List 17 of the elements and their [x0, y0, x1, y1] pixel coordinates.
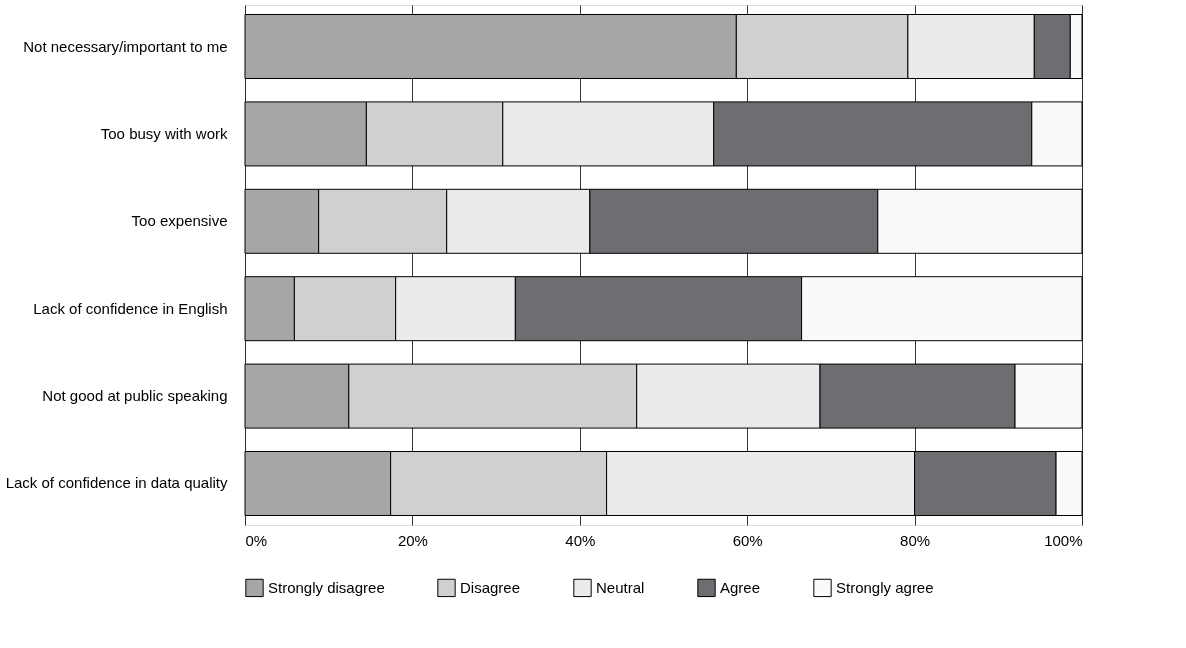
legend-label: Strongly agree [836, 578, 934, 596]
y-tick-label: Too busy with work [100, 124, 228, 142]
y-tick-label: Lack of confidence in English [33, 299, 228, 317]
legend-label: Strongly disagree [268, 578, 385, 596]
y-tick-label: Too expensive [131, 212, 228, 230]
legend-label: Agree [720, 578, 761, 596]
legend-label: Neutral [596, 578, 645, 596]
y-tick-label: Lack of confidence in data quality [5, 474, 228, 492]
x-tick-label: 0% [245, 531, 268, 549]
x-tick-label: 100% [1044, 531, 1083, 549]
legend-label: Disagree [460, 578, 521, 596]
x-tick-label: 80% [900, 531, 931, 549]
x-tick-label: 40% [565, 531, 596, 549]
x-tick-label: 60% [732, 531, 763, 549]
y-tick-label: Not necessary/important to me [23, 37, 228, 55]
x-tick-label: 20% [397, 531, 428, 549]
y-tick-label: Not good at public speaking [42, 387, 228, 405]
